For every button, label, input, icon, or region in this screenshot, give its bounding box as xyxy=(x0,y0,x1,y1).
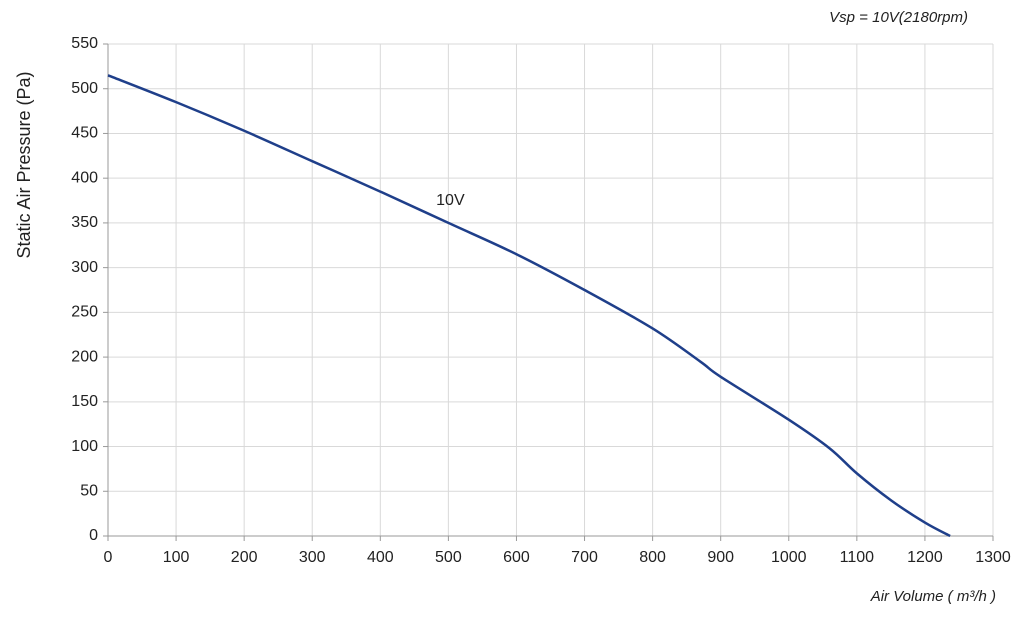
x-tick-label: 800 xyxy=(639,549,666,566)
x-tick-label: 500 xyxy=(435,549,462,566)
y-tick-label: 550 xyxy=(71,35,98,52)
x-tick-label: 600 xyxy=(503,549,530,566)
y-tick-label: 300 xyxy=(71,259,98,276)
y-tick-label: 50 xyxy=(80,482,98,499)
line-series xyxy=(107,74,951,538)
x-tick-label: 1300 xyxy=(975,549,1011,566)
y-tick-label: 250 xyxy=(71,304,98,321)
series-label: 10V xyxy=(436,192,465,209)
x-tick-label: 200 xyxy=(231,549,258,566)
x-axis-label: Air Volume ( m³/h ) xyxy=(870,588,996,605)
y-tick-label: 100 xyxy=(71,438,98,455)
x-tick-label: 1000 xyxy=(771,549,807,566)
x-tick-label: 1100 xyxy=(840,549,875,566)
x-tick-label: 700 xyxy=(571,549,598,566)
x-tick-label: 400 xyxy=(367,549,394,566)
y-tick-label: 0 xyxy=(89,527,98,544)
y-tick-label: 200 xyxy=(71,348,98,365)
x-tick-label: 300 xyxy=(299,549,326,566)
x-tick-label: 900 xyxy=(707,549,734,566)
y-tick-label: 400 xyxy=(71,169,98,186)
chart-subtitle: Vsp = 10V(2180rpm) xyxy=(829,9,968,26)
y-axis-label: Static Air Pressure (Pa) xyxy=(14,71,34,258)
y-tick-label: 450 xyxy=(71,125,98,142)
y-tick-label: 500 xyxy=(71,80,98,97)
x-tick-label: 100 xyxy=(163,549,190,566)
x-tick-label: 1200 xyxy=(907,549,943,566)
x-tick-label: 0 xyxy=(104,549,113,566)
y-tick-label: 350 xyxy=(71,214,98,231)
y-tick-label: 150 xyxy=(71,393,98,410)
